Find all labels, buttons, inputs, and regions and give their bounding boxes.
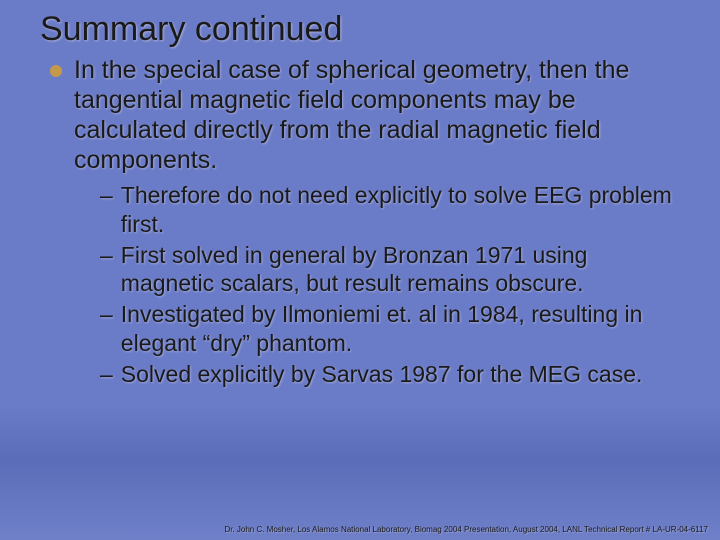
sub-bullet-item: – Solved explicitly by Sarvas 1987 for t… (100, 360, 680, 389)
dash-icon: – (100, 241, 113, 270)
main-bullet-text: In the special case of spherical geometr… (74, 55, 690, 175)
dash-icon: – (100, 181, 113, 210)
bullet-dot-icon (50, 65, 62, 77)
sub-bullet-item: – Therefore do not need explicitly to so… (100, 181, 680, 239)
dash-icon: – (100, 360, 113, 389)
sub-bullet-item: – Investigated by Ilmoniemi et. al in 19… (100, 300, 680, 358)
sub-bullet-text: First solved in general by Bronzan 1971 … (121, 241, 680, 299)
footer-citation: Dr. John C. Mosher, Los Alamos National … (224, 525, 708, 534)
sub-bullet-text: Solved explicitly by Sarvas 1987 for the… (121, 360, 643, 389)
sub-bullet-item: – First solved in general by Bronzan 197… (100, 241, 680, 299)
sub-bullet-text: Therefore do not need explicitly to solv… (121, 181, 680, 239)
sub-bullet-list: – Therefore do not need explicitly to so… (100, 181, 680, 388)
slide: Summary continued In the special case of… (0, 0, 720, 540)
dash-icon: – (100, 300, 113, 329)
sub-bullet-text: Investigated by Ilmoniemi et. al in 1984… (121, 300, 680, 358)
slide-title: Summary continued (40, 10, 690, 49)
main-bullet: In the special case of spherical geometr… (50, 55, 690, 175)
